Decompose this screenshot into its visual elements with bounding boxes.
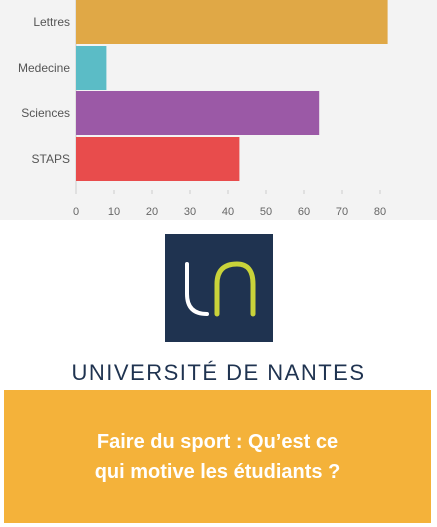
x-tick-label: 50 bbox=[260, 206, 272, 218]
category-label: Medecine bbox=[18, 61, 70, 75]
title-banner: Faire du sport : Qu’est ce qui motive le… bbox=[4, 390, 431, 523]
x-tick-label: 60 bbox=[298, 206, 310, 218]
x-tick-label: 20 bbox=[146, 206, 158, 218]
university-logo bbox=[165, 234, 273, 342]
bar-staps bbox=[76, 137, 240, 181]
bar-chart: Lettres Medecine Sciences STAPS 0 10 20 30 40 50 6… bbox=[0, 0, 437, 220]
category-label: Sciences bbox=[21, 106, 70, 120]
banner-title-line-1: Faire du sport : Qu’est ce bbox=[96, 430, 339, 453]
x-tick-label: 40 bbox=[222, 206, 234, 218]
category-label: STAPS bbox=[32, 152, 70, 166]
x-tick-label: 30 bbox=[184, 206, 196, 218]
x-tick-label: 70 bbox=[336, 206, 348, 218]
category-label: Lettres bbox=[33, 15, 70, 29]
un-monogram-icon bbox=[185, 261, 256, 317]
bar-lettres bbox=[76, 0, 388, 44]
bar-medecine bbox=[76, 46, 107, 90]
x-tick-label: 10 bbox=[108, 206, 120, 218]
bar-chart-svg: Lettres Medecine Sciences STAPS 0 10 20 30 40 50 6… bbox=[18, 0, 388, 218]
banner-title-line-2: qui motive les étudiants ? bbox=[94, 460, 341, 483]
bar-sciences bbox=[76, 91, 320, 135]
university-name: UNIVERSITÉ DE NANTES bbox=[71, 360, 366, 385]
x-tick-label: 80 bbox=[374, 206, 386, 218]
x-tick-label: 0 bbox=[73, 206, 79, 218]
